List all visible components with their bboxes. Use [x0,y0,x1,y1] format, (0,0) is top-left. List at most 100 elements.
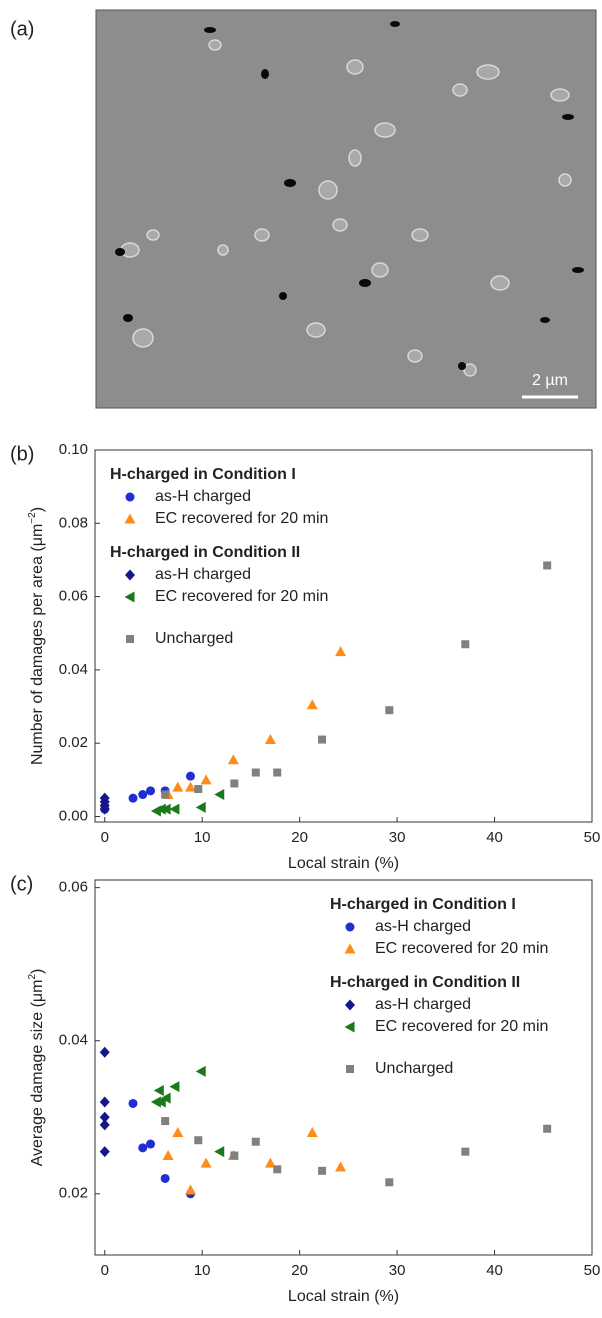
marker [99,803,110,815]
marker [251,768,260,777]
legend-label: EC recovered for 20 min [155,588,328,605]
marker [385,706,394,715]
marker [195,1065,206,1077]
x-tick-label: 40 [486,829,503,846]
panel-label: (a) [10,18,34,40]
legend-marker [125,569,135,581]
marker [251,1137,260,1146]
legend-label: as-H charged [375,918,471,935]
marker [230,1151,239,1160]
legend-title: H-charged in Condition I [330,896,516,913]
marker [214,789,225,801]
marker [318,1166,327,1175]
marker [543,561,552,570]
legend-marker [125,492,135,502]
y-axis-label: Number of damages per area (μm−2) [27,507,46,765]
panel-label: (b) [10,443,34,465]
y-axis-label-part: Number of damages per area (μm [29,524,46,765]
x-axis-label: Local strain (%) [288,1288,399,1305]
y-tick-label: 0.02 [59,1185,88,1202]
y-tick-label: 0.00 [59,807,88,824]
x-tick-label: 0 [101,829,109,846]
legend-marker [345,922,355,932]
marker [99,1046,110,1058]
marker [161,790,170,799]
x-tick-label: 30 [389,1262,406,1279]
marker [264,1157,276,1168]
particles [120,39,572,377]
marker [138,790,148,800]
marker [385,1178,394,1187]
plot-frame [94,449,593,823]
legend-marker [124,591,135,603]
y-tick-label: 0.10 [59,441,88,458]
x-tick-label: 10 [194,1262,211,1279]
y-tick-label: 0.06 [59,879,88,896]
marker [146,786,156,796]
y-tick-label: 0.08 [59,514,88,531]
marker [461,640,470,649]
legend-label: EC recovered for 20 min [155,510,328,527]
legend-label: as-H charged [155,488,251,505]
y-axis-label-part: −2 [27,512,38,524]
legend-marker [345,999,355,1011]
plot-frame [94,879,593,1256]
marker [543,1124,552,1133]
marker [172,781,184,792]
y-tick-label: 0.02 [59,734,88,751]
marker [185,781,197,792]
marker [160,803,171,815]
y-axis-label-part: 2 [27,974,38,980]
legend-title: H-charged in Condition II [110,544,300,561]
voids [115,21,584,370]
y-axis-label-part: ) [29,507,46,512]
scale-bar-label: 2 µm [532,372,568,389]
y-axis-label: Average damage size (μm2) [27,969,46,1167]
x-tick-label: 20 [291,829,308,846]
legend-title: H-charged in Condition II [330,974,520,991]
legend-title: H-charged in Condition I [110,466,296,483]
marker [186,771,196,781]
x-tick-label: 50 [584,1262,601,1279]
y-tick-label: 0.04 [59,661,88,678]
marker [128,793,138,803]
marker [169,803,180,815]
x-tick-label: 0 [101,1262,109,1279]
marker [172,1127,184,1138]
legend-marker [346,1065,354,1073]
x-tick-label: 40 [486,1262,503,1279]
marker [461,1147,470,1156]
y-tick-label: 0.06 [59,588,88,605]
legend-label: Uncharged [375,1060,453,1077]
legend-marker [344,1021,355,1033]
x-tick-label: 10 [194,829,211,846]
marker [335,646,347,657]
sem-image: 2 µm [95,9,597,409]
marker [264,734,276,745]
legend-label: as-H charged [155,566,251,583]
x-tick-label: 30 [389,829,406,846]
marker [306,699,318,710]
legend-label: EC recovered for 20 min [375,1018,548,1035]
marker [227,754,239,765]
panel-label: (c) [10,873,33,895]
marker [194,785,203,794]
legend-label: Uncharged [155,630,233,647]
marker [185,1184,197,1195]
marker [160,1173,170,1183]
marker [99,1119,110,1131]
marker [169,1081,180,1093]
legend-label: EC recovered for 20 min [375,940,548,957]
marker [146,1139,156,1149]
marker [195,801,206,813]
marker [194,1136,203,1145]
x-axis-label: Local strain (%) [288,855,399,872]
marker [162,1150,174,1161]
x-tick-label: 20 [291,1262,308,1279]
marker [99,1146,110,1158]
image-background [96,10,596,408]
y-axis-label-part: ) [29,969,46,974]
marker [200,1157,212,1168]
legend-marker [124,513,136,524]
legend-label: as-H charged [375,996,471,1013]
